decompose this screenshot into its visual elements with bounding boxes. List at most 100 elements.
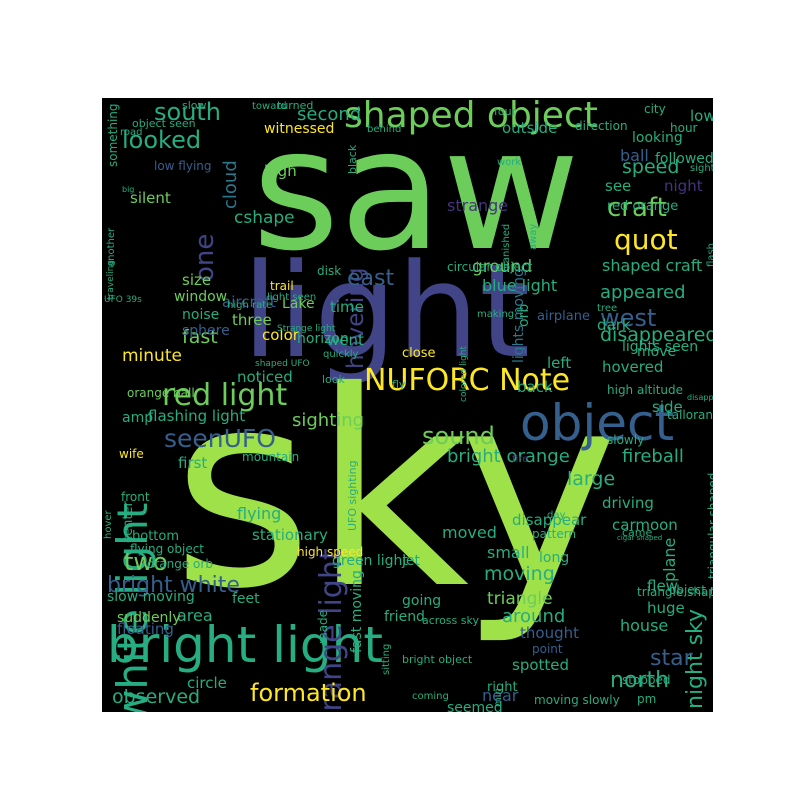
- word: ball: [620, 146, 649, 165]
- word: three: [232, 311, 272, 329]
- word: driving: [602, 494, 654, 512]
- word: seemed: [447, 700, 503, 712]
- word: feet: [232, 591, 260, 607]
- word: suddenly: [117, 610, 181, 626]
- word: behind: [367, 124, 402, 135]
- word: looked: [122, 126, 202, 154]
- word: quot: [614, 223, 678, 256]
- word: see: [605, 177, 632, 195]
- word: Lake: [282, 296, 315, 312]
- word: shaped object: [344, 98, 598, 136]
- word: bright light: [107, 616, 383, 674]
- word: near: [482, 686, 519, 705]
- word: north: [610, 668, 670, 693]
- word: high: [264, 162, 297, 180]
- word: slowly: [607, 433, 645, 447]
- word: red light: [162, 378, 288, 413]
- word: fly: [392, 378, 406, 391]
- word: triangle shaped: [637, 585, 713, 599]
- word: airplane: [537, 309, 590, 324]
- word: around: [502, 606, 566, 627]
- word: flew: [647, 577, 678, 595]
- word: lights seen: [622, 339, 699, 355]
- word: large: [567, 468, 616, 490]
- word: small: [487, 543, 530, 562]
- word: move: [637, 344, 677, 360]
- word: moving: [484, 563, 555, 585]
- word: shaped craft: [602, 256, 703, 275]
- word: green light: [332, 553, 408, 569]
- word: high rate: [227, 300, 273, 311]
- word: Strange light: [277, 324, 336, 334]
- word: bottom: [132, 529, 180, 544]
- word: sky: [172, 333, 620, 648]
- word: high speed: [297, 545, 364, 559]
- word: sighted: [690, 163, 713, 174]
- word: away: [528, 223, 539, 250]
- word: slow moving: [107, 589, 195, 605]
- word: west: [600, 304, 657, 332]
- word: making: [477, 309, 515, 320]
- word: moving slowly: [534, 693, 620, 707]
- word: followed: [655, 151, 713, 167]
- word: flashing light: [148, 407, 246, 425]
- word: hover: [103, 510, 114, 539]
- word: quickly: [323, 349, 359, 360]
- word: disk: [317, 264, 342, 278]
- word: UFO 39s: [104, 295, 142, 305]
- word: friend: [384, 609, 425, 625]
- word: first: [178, 454, 208, 472]
- word: min: [493, 688, 504, 707]
- word: flying object: [130, 542, 205, 556]
- word: window: [174, 289, 228, 305]
- word: silent: [130, 189, 171, 207]
- word: low: [690, 107, 713, 125]
- word: sound: [422, 422, 495, 450]
- word: amp: [122, 410, 154, 426]
- word: sphere: [182, 323, 230, 339]
- word: noise: [182, 307, 220, 323]
- word: shaped UFO: [255, 359, 310, 369]
- word: object: [520, 394, 675, 452]
- word: back: [517, 378, 553, 396]
- word: color: [262, 326, 299, 344]
- word: hour: [670, 121, 698, 135]
- word: fire: [512, 454, 529, 465]
- word: four: [494, 105, 517, 118]
- word: big: [122, 185, 135, 194]
- word: floating: [117, 620, 174, 638]
- word-cloud: saw light sky object bright light white …: [102, 98, 713, 712]
- word: right: [487, 680, 518, 695]
- word: fast moving: [349, 570, 365, 653]
- word: traveling: [106, 259, 116, 300]
- word: direction: [575, 119, 628, 133]
- word: close: [402, 346, 436, 361]
- word: craft: [607, 193, 667, 223]
- word: work: [497, 157, 522, 168]
- word: front: [121, 490, 150, 504]
- word: low flying: [154, 159, 212, 173]
- word: looking: [632, 130, 683, 146]
- word: red orange: [607, 199, 679, 214]
- word: toward: [252, 101, 287, 112]
- word: fast: [182, 326, 218, 348]
- word: disappeared: [600, 324, 713, 346]
- word: disappearing: [687, 393, 713, 402]
- word: object seen: [132, 117, 196, 130]
- word: triangle: [487, 589, 553, 609]
- word: black: [346, 144, 359, 174]
- word: left: [547, 354, 572, 372]
- word: day: [547, 510, 566, 521]
- word: high altitude: [607, 383, 684, 397]
- word: flying: [237, 504, 282, 523]
- word: noticed: [237, 368, 293, 386]
- word: circle: [187, 674, 227, 692]
- word: sighting: [292, 410, 365, 431]
- word: tree: [597, 303, 618, 314]
- word: outside: [502, 119, 558, 137]
- word: appeared: [600, 282, 686, 303]
- word: something: [106, 103, 120, 167]
- word: moved: [442, 523, 497, 542]
- word: horizon: [297, 331, 349, 347]
- word: sitting: [381, 643, 392, 675]
